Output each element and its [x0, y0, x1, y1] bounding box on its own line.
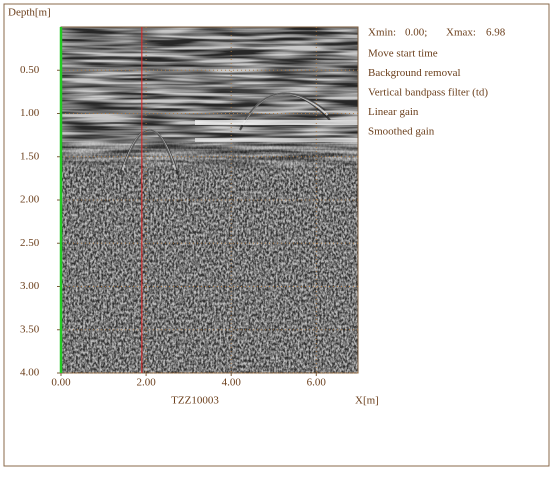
processing-step: Smoothed gain	[368, 126, 435, 138]
plot-area	[60, 26, 359, 374]
y-tick-label: 3.00	[20, 280, 40, 292]
x-axis-label: X[m]	[355, 395, 379, 407]
x-tick-label: 2.00	[136, 377, 156, 389]
y-tick-label: 2.00	[20, 194, 40, 206]
y-tick-label: 0.50	[20, 64, 40, 76]
processing-step: Linear gain	[368, 106, 419, 118]
processing-step: Vertical bandpass filter (td)	[368, 87, 488, 99]
hyperbola	[124, 129, 174, 166]
y-tick-label: 1.50	[20, 150, 40, 162]
reflector-band	[195, 138, 358, 142]
xmax-value: 6.98	[486, 27, 506, 39]
reflector-band	[195, 120, 358, 125]
y-tick-label: 1.00	[20, 107, 40, 119]
x-tick-label: 6.00	[307, 377, 327, 389]
y-tick-label: 2.50	[20, 237, 40, 249]
y-tick-label: 4.00	[20, 367, 40, 379]
x-tick-label: 4.00	[222, 377, 242, 389]
processing-list: Move start time Background removal Vertica…	[368, 48, 488, 138]
processing-step: Move start time	[368, 48, 438, 60]
y-tick-label: 3.50	[20, 323, 40, 335]
file-name: TZZ10003	[171, 395, 219, 407]
xmin-value: 0.00;	[405, 27, 427, 39]
x-tick-label: 0.00	[51, 377, 71, 389]
processing-step: Background removal	[368, 67, 461, 79]
y-axis-label: Depth[m]	[8, 7, 51, 19]
hyperbola	[244, 92, 326, 121]
xmin-label: Xmin:	[368, 27, 396, 39]
xmax-label: Xmax:	[446, 27, 476, 39]
